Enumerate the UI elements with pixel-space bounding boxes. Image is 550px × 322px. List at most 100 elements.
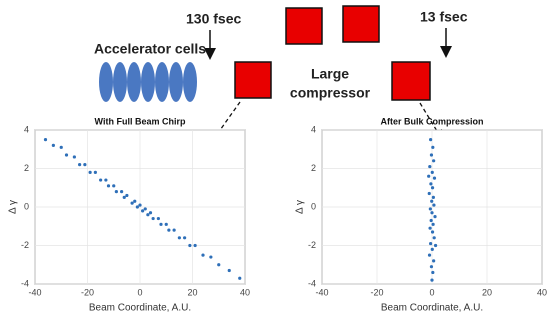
time-label: 130 fsec [186, 11, 241, 27]
y-tick-label: -2 [308, 240, 316, 250]
point [430, 278, 434, 282]
x-tick-label: -40 [28, 287, 41, 297]
point [428, 207, 432, 211]
point [433, 215, 437, 219]
point [135, 205, 139, 209]
point [430, 230, 435, 234]
y-tick-label: -4 [308, 278, 316, 288]
point [133, 199, 137, 203]
point [432, 259, 436, 263]
point [143, 207, 147, 211]
compressor-label: compressor [290, 85, 371, 101]
point [112, 184, 116, 188]
point [209, 255, 213, 259]
point [433, 243, 438, 248]
point [428, 164, 432, 169]
point [172, 228, 176, 232]
y-tick-label: -4 [21, 278, 29, 288]
point [43, 138, 48, 142]
point [148, 211, 153, 215]
point [151, 216, 155, 221]
point [167, 228, 171, 232]
point [431, 195, 435, 199]
point [72, 155, 76, 159]
point [431, 270, 435, 275]
point [217, 263, 221, 267]
y-tick-label: 0 [24, 201, 29, 211]
point [430, 247, 434, 251]
point [429, 265, 434, 269]
point [141, 209, 145, 213]
x-tick-label: 20 [187, 287, 197, 297]
point [106, 184, 111, 188]
compressor-magnets [234, 5, 431, 101]
x-tick-label: 0 [429, 287, 434, 297]
point [83, 163, 87, 167]
chart-title: With Full Beam Chirp [95, 116, 186, 126]
point [238, 276, 242, 280]
point [429, 153, 434, 157]
y-axis-label: Δ γ [8, 200, 19, 214]
point [429, 241, 433, 246]
point [125, 193, 129, 198]
point [432, 203, 436, 207]
point [427, 253, 432, 257]
point [427, 191, 431, 196]
point [130, 201, 134, 205]
point [430, 186, 435, 190]
point [201, 253, 205, 257]
x-axis-label: Beam Coordinate, A.U. [381, 303, 483, 314]
y-tick-label: 2 [311, 163, 316, 173]
point [431, 222, 435, 226]
y-tick-label: 2 [24, 163, 29, 173]
point [120, 190, 124, 194]
x-tick-label: 20 [482, 287, 492, 297]
point [183, 236, 187, 240]
chart-title: After Bulk Compression [380, 116, 483, 126]
point [430, 199, 434, 203]
x-tick-label: 40 [240, 287, 250, 297]
point [104, 178, 108, 182]
point [51, 143, 55, 147]
point [429, 138, 433, 142]
x-tick-label: -20 [81, 287, 94, 297]
point [78, 163, 82, 167]
y-tick-label: 4 [24, 124, 29, 134]
point [429, 218, 433, 223]
accelerator-cells [99, 62, 197, 102]
point [227, 268, 231, 273]
point [93, 170, 97, 174]
point [432, 236, 436, 240]
point [432, 159, 436, 163]
point [193, 243, 197, 248]
point [430, 170, 434, 174]
point [177, 236, 181, 240]
y-tick-label: 4 [311, 124, 316, 134]
point [188, 243, 192, 248]
point [431, 145, 435, 149]
point [428, 226, 432, 230]
y-tick-label: -2 [21, 240, 29, 250]
compressor-label: Large [311, 66, 349, 82]
point [146, 213, 150, 217]
point [88, 170, 92, 174]
point [430, 211, 434, 215]
point [59, 145, 63, 149]
x-tick-label: 40 [537, 287, 547, 297]
point [164, 222, 168, 226]
point [122, 195, 126, 199]
point [156, 216, 160, 221]
point [64, 153, 69, 157]
point [159, 222, 163, 226]
x-tick-label: 0 [137, 287, 142, 297]
point [99, 178, 103, 182]
x-tick-label: -20 [370, 287, 383, 297]
point [432, 176, 437, 180]
point [138, 203, 142, 207]
point [429, 182, 433, 186]
x-axis-label: Beam Coordinate, A.U. [89, 303, 191, 314]
point [427, 174, 431, 178]
y-tick-label: 0 [311, 201, 316, 211]
point [114, 190, 118, 194]
